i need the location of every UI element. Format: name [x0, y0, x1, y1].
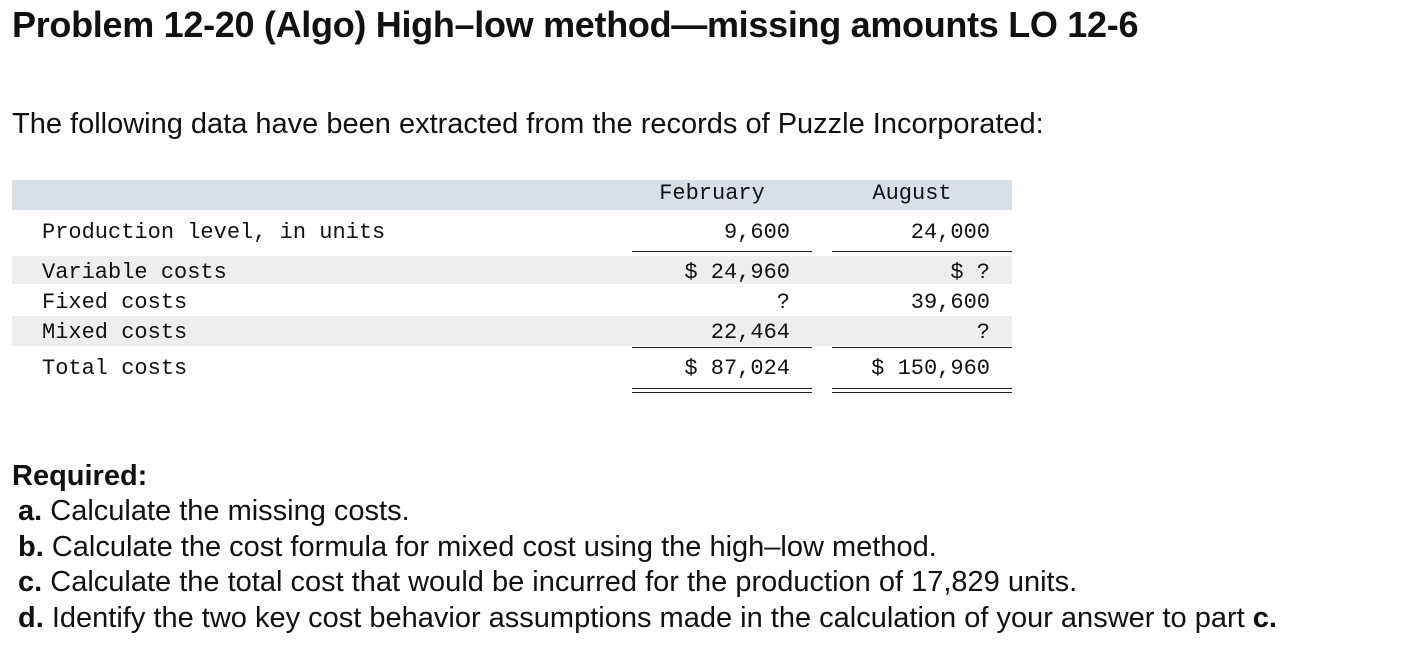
august-total-double-rule-top	[832, 388, 1012, 389]
column-header-august: August	[872, 181, 952, 206]
february-total-double-rule-bottom	[632, 392, 812, 393]
february-total-double-rule-top	[632, 388, 812, 389]
february-value: 9,600	[723, 220, 790, 245]
item-part-reference: c.	[1252, 601, 1277, 634]
august-value: 39,600	[910, 290, 990, 315]
august-subtotal-rule	[832, 347, 1012, 348]
february-value: $ 24,960	[684, 260, 790, 285]
august-value: 24,000	[910, 220, 990, 245]
august-value: ?	[976, 320, 990, 345]
item-letter: d.	[18, 601, 44, 634]
august-value: $ 150,960	[871, 356, 990, 381]
item-text: Calculate the cost formula for mixed cos…	[43, 530, 937, 563]
required-item-d: d. Identify the two key cost behavior as…	[12, 601, 1277, 637]
item-letter: c.	[18, 566, 43, 598]
table-row-production-level: Production level, in units 9,600 24,000	[12, 216, 1012, 250]
problem-title: Problem 12-20 (Algo) High–low method—mis…	[12, 4, 1139, 45]
row-label: Fixed costs	[42, 290, 188, 315]
august-value: $ ?	[950, 260, 990, 285]
table-row-variable-costs: Variable costs $ 24,960 $ ?	[12, 256, 1012, 285]
required-item-b: b. Calculate the cost formula for mixed …	[12, 530, 1277, 566]
item-text: Calculate the total cost that would be i…	[42, 566, 1078, 598]
column-header-february: February	[659, 181, 765, 206]
item-text: Calculate the missing costs.	[42, 495, 410, 527]
february-underline	[632, 251, 812, 252]
table-row-fixed-costs: Fixed costs ? 39,600	[12, 286, 1012, 315]
february-subtotal-rule	[632, 347, 812, 348]
required-heading: Required:	[12, 460, 148, 492]
row-label: Mixed costs	[42, 320, 188, 345]
february-value: ?	[776, 290, 790, 315]
item-text: Identify the two key cost behavior assum…	[43, 601, 1253, 634]
february-value: $ 87,024	[684, 356, 790, 381]
required-item-c: c. Calculate the total cost that would b…	[12, 565, 1277, 601]
august-underline	[832, 251, 1012, 252]
table-header-row: February August	[12, 180, 1012, 210]
required-section: Required: a. Calculate the missing costs…	[12, 458, 1277, 636]
item-letter: a.	[18, 495, 43, 527]
february-value: 22,464	[710, 320, 790, 345]
item-letter: b.	[18, 530, 44, 563]
row-label: Total costs	[42, 356, 188, 381]
table-row-mixed-costs: Mixed costs 22,464 ?	[12, 316, 1012, 346]
required-item-a: a. Calculate the missing costs.	[12, 494, 1277, 530]
row-label: Variable costs	[42, 260, 227, 285]
august-total-double-rule-bottom	[832, 392, 1012, 393]
table-row-total-costs: Total costs $ 87,024 $ 150,960	[12, 352, 1012, 386]
intro-text: The following data have been extracted f…	[12, 108, 1044, 140]
row-label: Production level, in units	[42, 220, 386, 245]
